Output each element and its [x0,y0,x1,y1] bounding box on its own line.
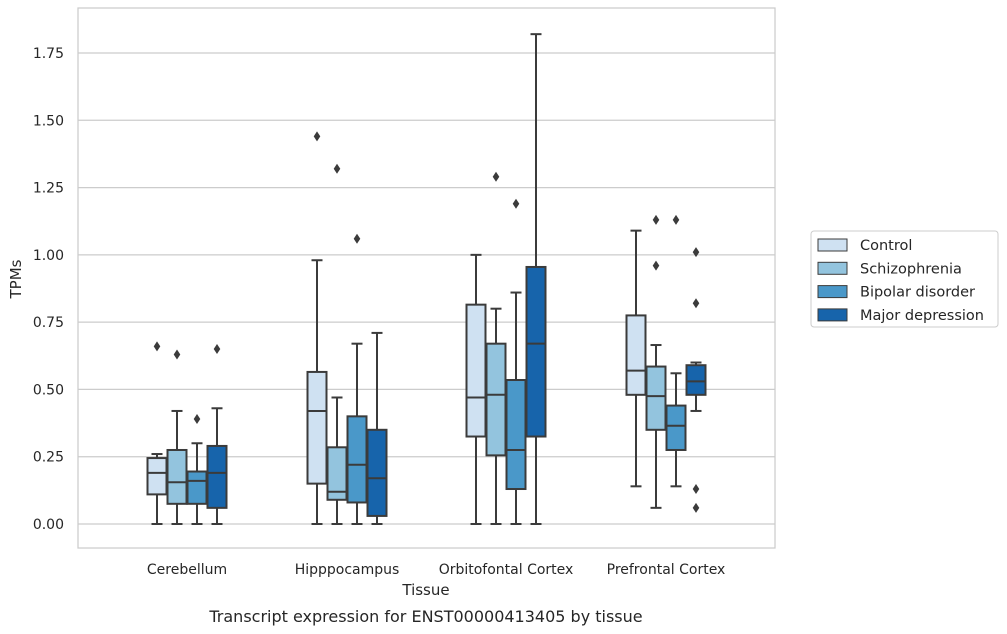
legend-label: Schizophrenia [860,261,962,277]
outlier-marker [692,247,700,258]
outlier-marker [353,233,361,244]
legend-swatch [817,261,848,275]
box [366,428,388,517]
box-series [146,33,707,525]
outlier-marker [193,414,201,425]
y-tick-labels: 0.00 0.25 0.50 0.75 1.00 1.25 1.50 1.75 [33,46,64,533]
legend-swatch [817,238,848,252]
box [186,470,208,505]
x-tick-label: Orbitofontal Cortex [439,562,574,578]
x-tick-label: Cerebellum [147,562,227,578]
legend-label: Bipolar disorder [860,285,975,301]
chart-caption: Transcript expression for ENST0000041340… [208,607,642,626]
y-tick-label: 0.00 [33,517,64,533]
box [166,448,188,505]
box [645,365,667,431]
box [685,364,707,396]
box [206,444,228,509]
outlier-marker [692,484,700,495]
legend-swatch [817,308,848,322]
y-tick-label: 1.25 [33,181,64,197]
box [146,457,168,496]
outlier-marker [692,298,700,309]
box [346,415,368,504]
outlier-marker [652,214,660,225]
outlier-marker [173,349,181,360]
outlier-marker [333,163,341,174]
legend-swatch [817,285,848,299]
box [625,314,647,396]
y-tick-label: 1.50 [33,113,64,129]
box [306,370,328,485]
x-tick-label: Prefrontal Cortex [607,562,726,578]
outlier-marker [652,260,660,271]
box [485,342,507,457]
legend-label: Control [860,238,912,254]
y-tick-label: 1.00 [33,248,64,264]
x-axis-title: Tissue [401,581,449,599]
legend-label: Major depression [860,308,984,324]
outlier-marker [692,502,700,513]
box [525,265,547,438]
outlier-marker [213,344,221,355]
y-tick-label: 1.75 [33,46,64,62]
outlier-marker [153,341,161,352]
plot-area [77,7,776,549]
outlier-marker [492,171,500,182]
outlier-marker [672,214,680,225]
x-tick-labels: Cerebellum Hipppocampus Orbitofontal Corte… [147,562,725,578]
y-tick-label: 0.25 [33,450,64,466]
outlier-marker [313,131,321,142]
outlier-marker [512,198,520,209]
box [665,404,687,451]
y-axis-title: TPMs [7,259,25,299]
box [505,379,527,491]
legend-frame [810,230,999,328]
x-tick-label: Hipppocampus [295,562,400,578]
box [465,303,487,438]
y-tick-label: 0.75 [33,315,64,331]
legend: Control Schizophrenia Bipolar disorder Majo… [810,230,999,328]
y-tick-label: 0.50 [33,382,64,398]
